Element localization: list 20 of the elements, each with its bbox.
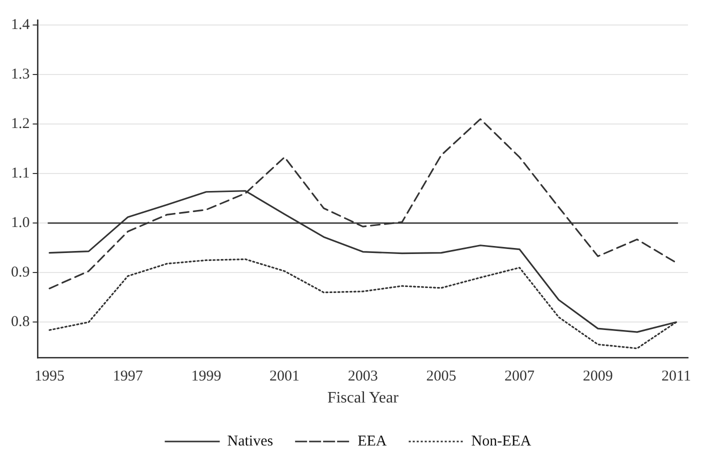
legend-label: EEA	[358, 433, 387, 450]
y-tick-label: 1.4	[11, 16, 30, 33]
x-tick-label: 1999	[191, 368, 222, 385]
y-tick-label: 1.3	[11, 66, 30, 82]
x-axis-title: Fiscal Year	[327, 390, 400, 407]
x-tick-label: 1997	[112, 368, 144, 385]
x-tick-label: 2007	[504, 368, 536, 385]
y-tick-label: 1.0	[11, 215, 30, 232]
x-tick-label: 1995	[34, 368, 64, 385]
y-tick-label: 0.8	[11, 314, 30, 330]
legend-label: Non-EEA	[471, 433, 532, 450]
x-tick-label: 2009	[582, 368, 613, 385]
y-tick-label: 0.9	[11, 264, 30, 281]
y-tick-label: 1.1	[11, 165, 30, 182]
x-tick-label: 2001	[270, 368, 300, 385]
y-tick-label: 1.2	[11, 116, 30, 132]
x-tick-label: 2011	[662, 368, 691, 385]
legend-label: Natives	[227, 433, 274, 450]
x-tick-label: 2005	[426, 368, 456, 385]
x-tick-label: 2003	[348, 368, 378, 385]
